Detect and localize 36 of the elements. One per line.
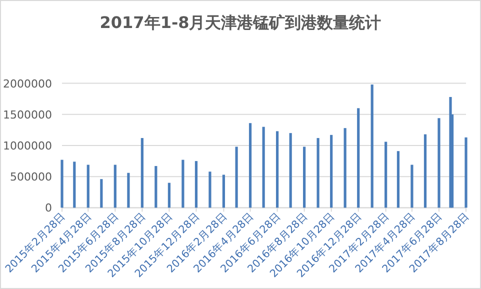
y-tick-label: 1000000	[3, 140, 52, 152]
bar	[114, 164, 116, 208]
bar	[154, 166, 158, 208]
bar	[396, 151, 400, 208]
bar	[424, 134, 427, 208]
bar	[208, 172, 212, 208]
bar	[384, 142, 388, 208]
bar	[182, 160, 184, 208]
bar	[222, 174, 225, 208]
bar	[60, 160, 64, 208]
bar	[303, 146, 306, 208]
bar	[248, 123, 252, 208]
bar	[330, 134, 333, 208]
bar	[464, 137, 468, 208]
y-tick-label: 2000000	[3, 77, 52, 90]
bar	[168, 182, 170, 208]
y-tick-label: 1500000	[3, 108, 52, 122]
bar	[438, 118, 440, 208]
bar	[140, 138, 144, 208]
bar	[344, 128, 346, 208]
bar	[262, 126, 265, 208]
bar	[127, 172, 130, 208]
y-tick-label: 0	[45, 202, 52, 215]
bar	[73, 162, 76, 208]
bar	[276, 131, 279, 208]
y-tick-label: 500000	[10, 170, 52, 184]
bar	[289, 133, 292, 208]
bar	[86, 164, 90, 208]
bar	[357, 108, 360, 208]
bar	[410, 164, 414, 208]
bar	[100, 179, 103, 208]
bar	[194, 161, 198, 208]
bar	[316, 138, 320, 208]
bar	[235, 146, 238, 208]
bar	[370, 84, 374, 208]
chart-title: 2017年1-8月天津港锰矿到港数量统计	[100, 13, 382, 32]
